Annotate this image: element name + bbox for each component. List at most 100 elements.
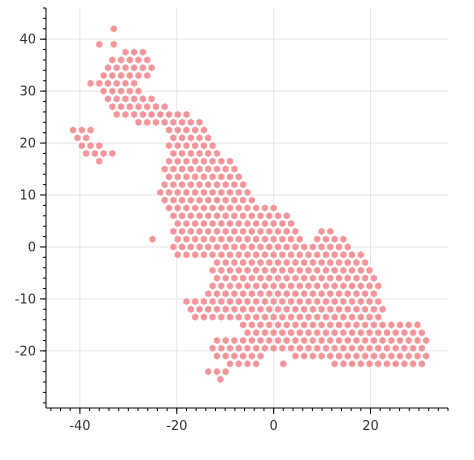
hex-point — [174, 141, 182, 150]
hex-point — [191, 219, 199, 228]
hex-point — [200, 313, 208, 322]
hex-point — [283, 227, 291, 236]
hex-point — [300, 336, 308, 345]
hex-point — [152, 118, 160, 127]
hex-point — [248, 196, 256, 205]
hex-point — [239, 336, 247, 345]
hex-point — [209, 344, 217, 353]
hex-point — [126, 87, 134, 96]
hex-point — [339, 359, 347, 368]
hex-point — [239, 289, 247, 298]
hex-point — [82, 149, 90, 158]
hex-point — [174, 188, 182, 197]
hex-point — [209, 188, 217, 197]
hex-point — [213, 289, 221, 298]
hex-point — [326, 289, 334, 298]
hex-point — [204, 289, 212, 298]
hex-point — [213, 149, 221, 158]
hex-point — [409, 328, 417, 337]
hex-point — [156, 110, 164, 119]
hex-point — [339, 328, 347, 337]
hex-point — [248, 336, 256, 345]
hex-point — [178, 211, 186, 220]
hex-point — [313, 266, 321, 275]
hex-point — [352, 336, 360, 345]
hex-point — [230, 352, 238, 361]
hex-point — [278, 250, 286, 259]
hex-point — [117, 55, 125, 64]
hex-point — [217, 344, 225, 353]
hex-point — [217, 203, 225, 213]
hex-point — [243, 313, 251, 322]
hex-point — [235, 219, 243, 228]
hex-point — [309, 258, 317, 267]
axes — [45, 8, 448, 409]
hex-point — [278, 344, 286, 353]
hex-point — [152, 102, 160, 111]
hex-point — [217, 235, 225, 244]
hex-point — [366, 359, 374, 368]
hex-point — [300, 352, 308, 361]
hex-point — [335, 320, 343, 329]
hex-point — [130, 79, 138, 88]
hex-point — [361, 274, 369, 283]
hex-point — [422, 336, 430, 345]
hex-point — [305, 313, 312, 322]
hex-point — [374, 344, 382, 353]
hex-point — [182, 141, 190, 150]
hex-point — [108, 102, 116, 111]
hex-point — [309, 352, 317, 361]
hex-point — [257, 227, 265, 236]
hex-point — [252, 328, 260, 337]
hex-point — [187, 118, 195, 127]
hex-point — [265, 258, 273, 267]
hex-point — [313, 235, 321, 244]
hex-point — [287, 313, 295, 322]
hex-point — [287, 266, 295, 275]
x-tick-label: -40 — [69, 419, 90, 434]
hex-point — [252, 297, 260, 306]
hex-point — [200, 157, 208, 166]
hex-point — [291, 289, 299, 298]
hex-point — [213, 367, 221, 376]
hex-point — [213, 242, 221, 251]
hex-point — [331, 281, 339, 290]
hex-point — [405, 336, 413, 345]
hex-point — [335, 352, 343, 361]
hex-point — [169, 118, 177, 127]
hex-point — [344, 289, 352, 298]
hex-point — [331, 266, 339, 275]
hex-point — [213, 211, 221, 220]
hex-point — [235, 172, 243, 181]
y-tick-label: 30 — [19, 85, 36, 100]
hex-point — [209, 219, 217, 228]
hex-point — [374, 328, 382, 337]
hex-point — [252, 266, 260, 275]
hex-point — [339, 297, 347, 306]
hex-point — [383, 344, 391, 353]
hex-point — [130, 63, 138, 72]
hex-point — [326, 320, 334, 329]
hex-point — [196, 196, 204, 205]
hex-point — [165, 203, 173, 213]
hex-point — [387, 336, 395, 345]
hex-point — [405, 320, 413, 329]
hex-point — [165, 188, 173, 197]
y-tick-label: 0 — [28, 240, 36, 255]
hex-point — [248, 211, 256, 220]
hex-point — [182, 250, 190, 259]
hex-point — [135, 102, 142, 111]
hex-point — [326, 258, 334, 267]
hex-point — [226, 219, 234, 228]
hex-point — [196, 242, 204, 251]
hex-point — [213, 352, 221, 361]
hex-point — [257, 274, 265, 283]
hex-point — [213, 227, 221, 236]
hex-point — [278, 297, 286, 306]
hex-point — [352, 305, 360, 314]
hex-point — [82, 133, 90, 142]
hex-point — [200, 250, 208, 259]
hex-point — [352, 352, 360, 361]
hex-point — [217, 297, 225, 306]
hex-point — [161, 165, 169, 174]
